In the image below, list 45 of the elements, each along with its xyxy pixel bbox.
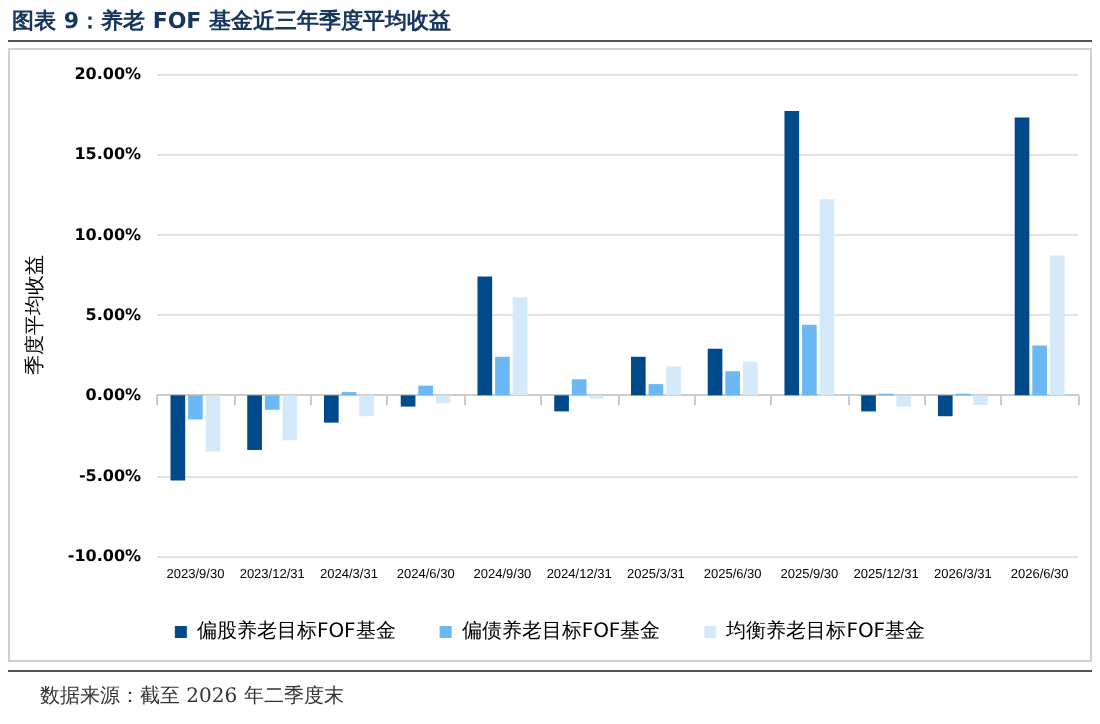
- bar: [264, 395, 280, 410]
- bar: [630, 356, 646, 396]
- bar: [802, 324, 817, 396]
- legend-label: 均衡养老目标FOF基金: [724, 619, 926, 643]
- source-note: 数据来源：截至 2026 年二季度末: [40, 683, 344, 710]
- bar: [819, 199, 835, 396]
- bar: [554, 395, 569, 412]
- bar: [188, 395, 203, 420]
- bar: [784, 110, 800, 396]
- bar: [1049, 255, 1065, 396]
- bar: [170, 395, 186, 481]
- bar: [205, 395, 221, 452]
- y-tick-label: -5.00%: [78, 466, 142, 485]
- bar: [742, 361, 758, 396]
- y-tick-label: 10.00%: [74, 225, 142, 244]
- bar: [495, 356, 510, 396]
- legend-label: 偏股养老目标FOF基金: [196, 619, 396, 643]
- bar: [400, 395, 416, 407]
- legend-label: 偏债养老目标FOF基金: [461, 619, 661, 643]
- y-tick-label: 5.00%: [85, 306, 142, 324]
- y-axis-title: 季度平均收益: [23, 255, 47, 375]
- bar: [512, 297, 528, 396]
- y-tick-label: 0.00%: [85, 386, 142, 405]
- bar: [1032, 345, 1047, 396]
- bar: [247, 395, 262, 450]
- y-tick-label: 15.00%: [74, 145, 142, 164]
- bar: [282, 395, 298, 441]
- bar: [666, 366, 681, 396]
- bar: [896, 395, 912, 407]
- bar: [359, 395, 374, 417]
- bar: [477, 276, 493, 396]
- bar: [1014, 117, 1030, 396]
- bar: [707, 348, 723, 396]
- bar: [725, 371, 740, 396]
- bar: [571, 379, 587, 396]
- y-tick-label: -10.00%: [67, 547, 142, 565]
- bar: [418, 385, 434, 396]
- bar: [937, 395, 953, 417]
- bar: [435, 395, 451, 404]
- chart-title: 图表 9：养老 FOF 基金近三年季度平均收益: [12, 6, 452, 36]
- bar: [861, 395, 876, 412]
- bar: [973, 395, 988, 405]
- y-tick-label: 20.00%: [74, 65, 142, 83]
- bar: [324, 395, 339, 423]
- bar: [648, 384, 664, 396]
